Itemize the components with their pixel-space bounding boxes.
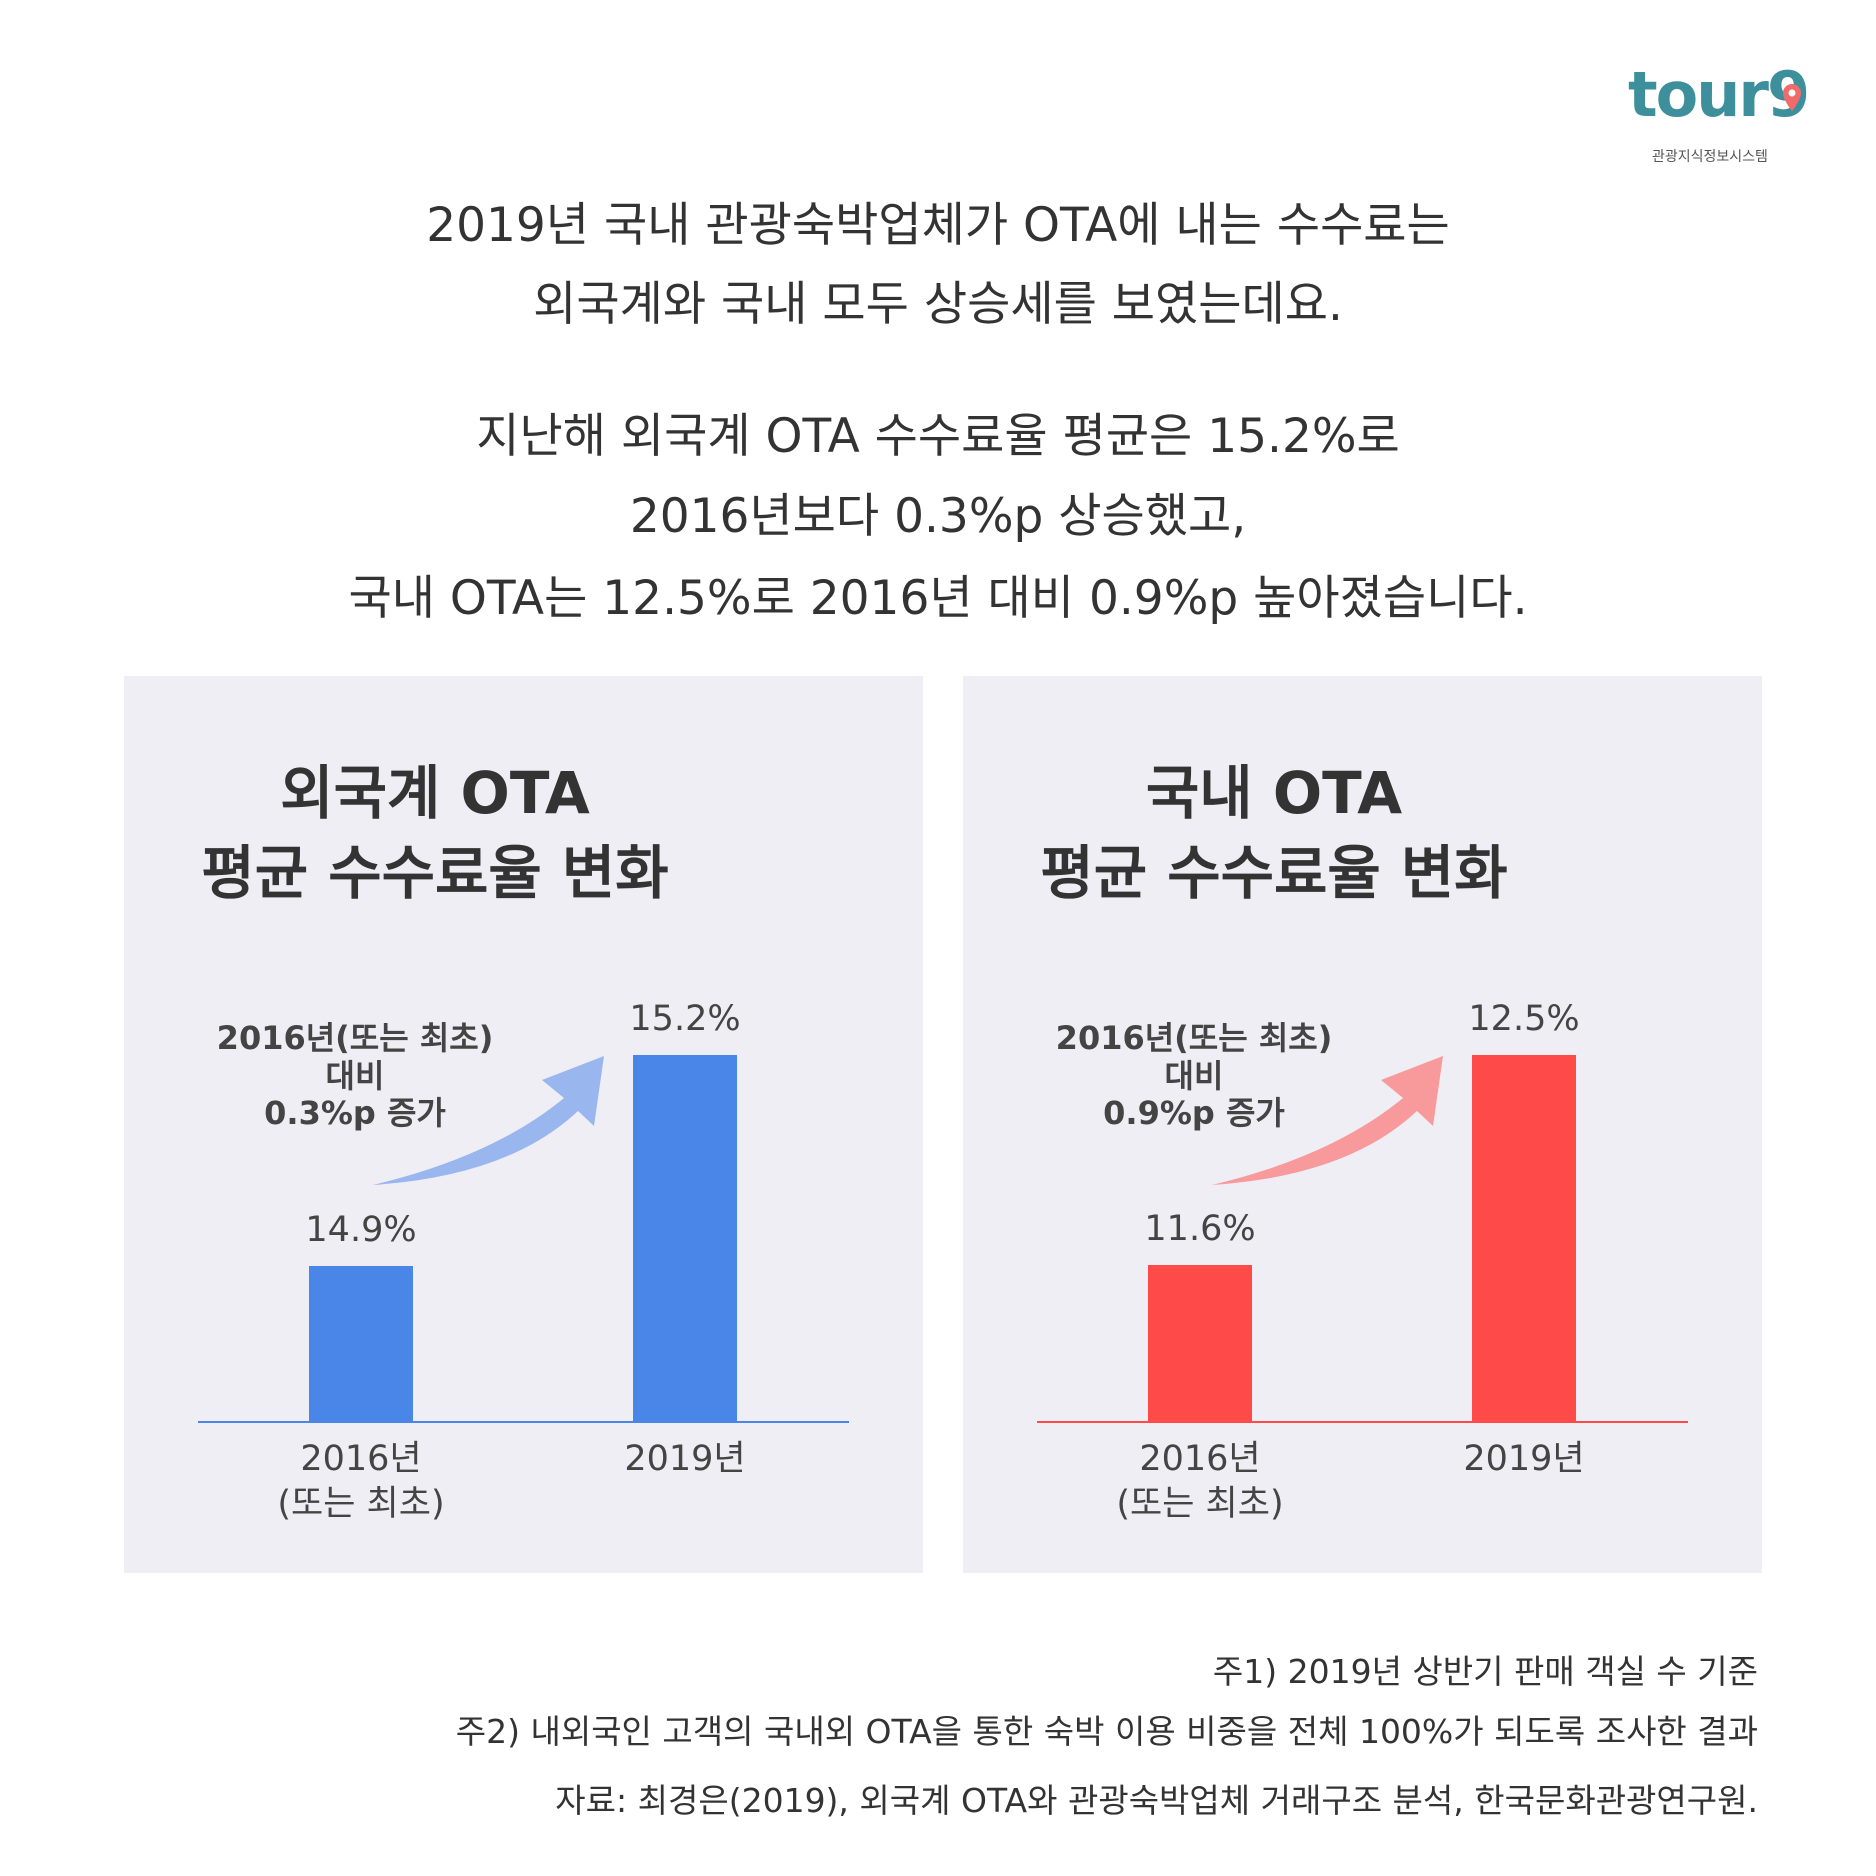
chart-title: 국내 OTA xyxy=(1145,759,1403,827)
annotation: 0.3%p 증가 xyxy=(264,1094,446,1132)
arrow-layer xyxy=(373,1056,604,1185)
x-tick-label: 2016년 (또는 최초) xyxy=(1116,1439,1284,1524)
chart-panel: 외국계 OTA 평균 수수료율 변화 2016년(또는 최초) 대비 0.3%p 증가 1… xyxy=(124,676,923,1573)
value-label: 14.9% xyxy=(305,1210,417,1251)
baseline xyxy=(198,1421,849,1423)
x-tick-label: 2019년 xyxy=(1463,1439,1585,1479)
headline-line: 외국계와 국내 모두 상승세를 보였는데요. xyxy=(533,277,1343,332)
bar xyxy=(1148,1264,1252,1421)
annotation: 대비 xyxy=(325,1057,385,1095)
baseline xyxy=(1037,1421,1688,1423)
annotation: 2016년(또는 최초) xyxy=(1055,1019,1333,1057)
bar xyxy=(1472,1055,1576,1421)
headline-line: 2019년 국내 관광숙박업체가 OTA에 내는 수수료는 xyxy=(426,198,1450,253)
summary-line: 국내 OTA는 12.5%로 2016년 대비 0.9%p 높아졌습니다. xyxy=(348,571,1528,626)
trend-arrow xyxy=(373,1056,604,1185)
annotation: 0.9%p 증가 xyxy=(1103,1094,1285,1132)
x-tick-label: 2016년 (또는 최초) xyxy=(277,1439,445,1524)
value-label: 12.5% xyxy=(1468,999,1580,1039)
footnote: 자료: 최경은(2019), 외국계 OTA와 관광숙박업체 거래구조 분석, … xyxy=(555,1781,1758,1820)
annotation: 대비 xyxy=(1164,1057,1224,1095)
arrow-layer xyxy=(1212,1056,1443,1185)
bar xyxy=(309,1266,413,1421)
summary-line: 지난해 외국계 OTA 수수료율 평균은 15.2%로 xyxy=(476,409,1400,464)
logo: tour9 xyxy=(1628,58,1810,131)
chart-title: 평균 수수료율 변화 xyxy=(201,839,669,907)
bar xyxy=(633,1055,737,1421)
footnote: 주1) 2019년 상반기 판매 객실 수 기준 xyxy=(1212,1652,1758,1691)
chart-title: 평균 수수료율 변화 xyxy=(1040,839,1508,907)
value-label: 11.6% xyxy=(1144,1208,1256,1249)
summary-line: 2016년보다 0.3%p 상승했고, xyxy=(629,489,1247,544)
chart-panel: 국내 OTA 평균 수수료율 변화 2016년(또는 최초) 대비 0.9%p 증가 11… xyxy=(963,676,1762,1573)
logo-pin xyxy=(1783,84,1801,111)
annotation: 2016년(또는 최초) xyxy=(216,1019,494,1057)
footnote: 주2) 내외국인 고객의 국내외 OTA을 통한 숙박 이용 비중을 전체 10… xyxy=(455,1712,1758,1751)
value-label: 15.2% xyxy=(629,999,741,1039)
x-tick-label: 2019년 xyxy=(624,1439,746,1479)
chart-title: 외국계 OTA xyxy=(280,759,590,827)
trend-arrow xyxy=(1212,1056,1443,1185)
logo-subtitle: 관광지식정보시스템 xyxy=(1652,149,1768,165)
